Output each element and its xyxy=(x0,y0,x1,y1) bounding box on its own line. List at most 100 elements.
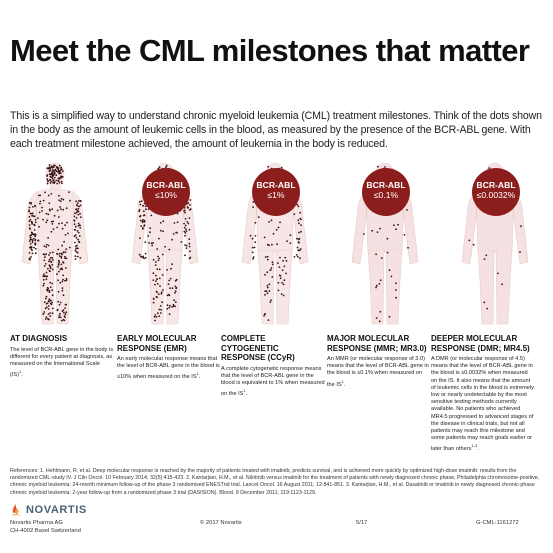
leukemic-cell-dot xyxy=(147,235,150,237)
leukemic-cell-dot xyxy=(42,278,45,281)
leukemic-cell-dot xyxy=(159,305,162,307)
leukemic-cell-dot xyxy=(53,172,56,175)
references: References: 1. Hehlmann, R, et al. Deep … xyxy=(10,468,540,496)
leukemic-cell-dot xyxy=(73,235,76,238)
leukemic-cell-dot xyxy=(60,168,63,171)
leukemic-cell-dot xyxy=(59,316,62,319)
leukemic-cell-dot xyxy=(142,205,144,207)
leukemic-cell-dot xyxy=(168,306,171,309)
leukemic-cell-dot xyxy=(75,200,78,203)
leukemic-cell-dot xyxy=(55,174,58,177)
leukemic-cell-dot xyxy=(30,256,32,258)
leukemic-cell-dot xyxy=(157,312,159,315)
leukemic-cell-dot xyxy=(49,179,51,181)
leukemic-cell-dot xyxy=(174,305,176,308)
badge-value: ≤10% xyxy=(155,190,177,200)
leukemic-cell-dot xyxy=(162,289,164,291)
leukemic-cell-dot xyxy=(188,228,191,231)
badge-value: ≤1% xyxy=(267,190,285,200)
milestone-heading: COMPLETE CYTOGENETIC RESPONSE (CCyR) xyxy=(221,334,295,362)
leukemic-cell-dot xyxy=(58,270,60,273)
leukemic-cell-dot xyxy=(297,241,300,243)
leukemic-cell-dot xyxy=(49,266,52,269)
badge-label: BCR-ABL xyxy=(366,180,406,190)
leukemic-cell-dot xyxy=(166,269,168,271)
leukemic-cell-dot xyxy=(266,286,269,289)
leukemic-cell-dot xyxy=(32,206,34,208)
leukemic-cell-dot xyxy=(61,289,64,292)
leukemic-cell-dot xyxy=(75,250,78,253)
leukemic-cell-dot xyxy=(58,222,60,225)
leukemic-cell-dot xyxy=(144,241,147,243)
leukemic-cell-dot xyxy=(277,289,280,292)
leukemic-cell-dot xyxy=(397,223,399,226)
leukemic-cell-dot xyxy=(65,248,68,250)
leukemic-cell-dot xyxy=(61,170,64,173)
leukemic-cell-dot xyxy=(388,315,391,318)
leukemic-cell-dot xyxy=(48,164,51,166)
leukemic-cell-dot xyxy=(173,299,175,302)
leukemic-cell-dot xyxy=(165,166,167,169)
leukemic-cell-dot xyxy=(52,181,54,184)
leukemic-cell-dot xyxy=(46,178,49,181)
leukemic-cell-dot xyxy=(263,236,266,239)
leukemic-cell-dot xyxy=(184,224,187,227)
leukemic-cell-dot xyxy=(65,267,67,269)
leukemic-cell-dot xyxy=(62,198,65,201)
milestone-heading: DEEPER MOLECULAR RESPONSE (DMR; MR4.5) xyxy=(431,334,530,353)
leukemic-cell-dot xyxy=(376,165,379,168)
leukemic-cell-dot xyxy=(61,310,64,312)
leukemic-cell-dot xyxy=(138,208,141,211)
novartis-flame-icon xyxy=(11,504,21,516)
leukemic-cell-dot xyxy=(285,272,287,275)
leukemic-cell-dot xyxy=(271,263,274,266)
leukemic-cell-dot xyxy=(45,253,48,255)
leukemic-cell-dot xyxy=(158,277,161,280)
leukemic-cell-dot xyxy=(75,217,78,219)
leukemic-cell-dot xyxy=(187,222,190,225)
leukemic-cell-dot xyxy=(154,283,156,286)
leukemic-cell-dot xyxy=(57,179,60,182)
leukemic-cell-dot xyxy=(55,179,58,182)
leukemic-cell-dot xyxy=(50,165,53,168)
leukemic-cell-dot xyxy=(148,242,150,244)
leukemic-cell-dot xyxy=(34,238,37,241)
leukemic-cell-dot xyxy=(160,292,163,295)
leukemic-cell-dot xyxy=(45,221,48,224)
leukemic-cell-dot xyxy=(278,266,281,268)
leukemic-cell-dot xyxy=(277,226,280,229)
leukemic-cell-dot xyxy=(51,173,54,176)
leukemic-cell-dot xyxy=(49,257,52,259)
leukemic-cell-dot xyxy=(403,234,406,236)
leukemic-cell-dot xyxy=(60,257,63,259)
leukemic-cell-dot xyxy=(51,312,54,315)
leukemic-cell-dot xyxy=(271,261,274,264)
leukemic-cell-dot xyxy=(47,180,49,183)
leukemic-cell-dot xyxy=(64,255,66,258)
leukemic-cell-dot xyxy=(52,259,54,261)
leukemic-cell-dot xyxy=(293,256,296,258)
footer-copyright: © 2017 Novartis xyxy=(200,520,242,526)
leukemic-cell-dot xyxy=(149,231,151,234)
leukemic-cell-dot xyxy=(159,312,162,314)
leukemic-cell-dot xyxy=(483,258,486,260)
leukemic-cell-dot xyxy=(48,264,51,267)
leukemic-cell-dot xyxy=(472,243,475,246)
leukemic-cell-dot xyxy=(267,165,270,168)
leukemic-cell-dot xyxy=(60,166,62,169)
leukemic-cell-dot xyxy=(139,203,142,206)
leukemic-cell-dot xyxy=(60,197,63,200)
leukemic-cell-dot xyxy=(47,237,49,239)
leukemic-cell-dot xyxy=(50,230,53,233)
leukemic-cell-dot xyxy=(171,238,173,241)
leukemic-cell-dot xyxy=(155,316,158,318)
leukemic-cell-dot xyxy=(33,229,36,231)
leukemic-cell-dot xyxy=(186,221,189,223)
leukemic-cell-dot xyxy=(188,238,191,240)
leukemic-cell-dot xyxy=(51,208,54,211)
leukemic-cell-dot xyxy=(51,282,54,285)
leukemic-cell-dot xyxy=(407,246,409,249)
leukemic-cell-dot xyxy=(395,228,397,231)
leukemic-cell-dot xyxy=(171,263,173,266)
leukemic-cell-dot xyxy=(142,210,145,213)
